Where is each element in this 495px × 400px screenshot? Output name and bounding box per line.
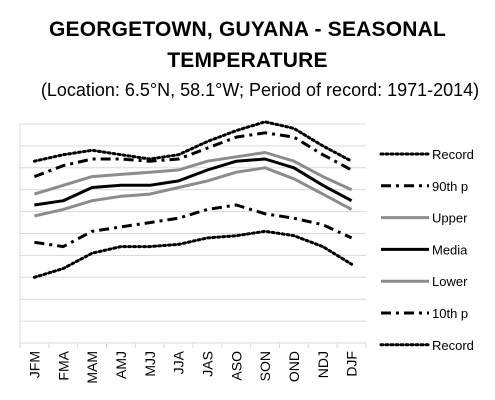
x-tick-label: OND [286,351,302,382]
legend-label: Record [432,338,474,353]
series-line-3 [33,151,353,196]
series-group [32,120,354,279]
x-tick-label: ASO [228,351,244,381]
legend: Record 90th p Upper Media Lower 10th p Record [379,147,474,353]
legend-label: Media [432,242,468,257]
x-tick-label: AMJ [113,351,129,379]
series-line-6 [34,203,353,249]
series-line-7 [32,229,354,279]
chart-subtitle: (Location: 6.5°N, 58.1°W; Period of reco… [40,80,480,100]
series-line-5 [34,166,353,218]
series-line-2 [33,131,353,179]
x-tick-label: JJA [171,350,187,374]
legend-label: 10th p [432,306,468,321]
series-line-4 [34,157,353,207]
x-tick-label: JAS [199,351,215,377]
x-tick-label: MAM [84,351,100,384]
legend-label: Lower [432,274,468,289]
legend-label: 90th p [432,179,468,194]
gridlines [20,123,366,344]
legend-label: Upper [432,211,468,226]
x-tick-label: NDJ [315,351,331,378]
x-tick-label: JFM [26,351,42,378]
chart-title-line-2: TEMPERATURE [167,49,328,72]
series-line-1 [32,120,354,163]
x-tick-label: MJJ [142,351,158,377]
chart-title-line-1: GEORGETOWN, GUYANA - SEASONAL [48,18,447,41]
x-tick-label: DJF [344,351,360,377]
x-tick-labels: JFM FMA MAM AMJ MJJ JJA JAS ASO SON OND NDJ DJF [26,350,359,383]
x-tick-label: SON [257,351,273,381]
x-tick-label: FMA [55,350,71,380]
legend-label: Record [432,147,474,162]
